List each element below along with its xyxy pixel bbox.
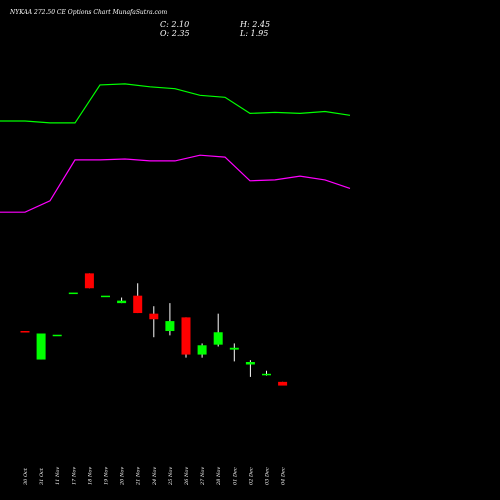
x-tick-label: 21 Nov — [136, 467, 142, 486]
x-tick-label: 17 Nov — [71, 467, 77, 485]
chart-title: NYKAA 272.50 CE Options Chart MunafaSutr… — [9, 9, 168, 16]
candle-body — [278, 381, 288, 386]
candle-body — [245, 362, 255, 365]
x-tick-label: 04 Dec — [281, 467, 287, 485]
open-label: O: 2.35 — [160, 29, 190, 38]
candle-20-nov — [117, 297, 127, 304]
candle-body — [229, 347, 239, 350]
candle-04-dec — [278, 381, 288, 386]
candle-body — [20, 331, 30, 333]
candle-28-nov — [213, 313, 223, 347]
candle-17-nov — [68, 292, 78, 295]
candle-body — [213, 332, 223, 345]
indicator-line-1 — [0, 83, 351, 124]
x-tick-label: 26 Nov — [184, 467, 190, 486]
candle-body — [165, 321, 175, 332]
high-label: H: 2.45 — [239, 20, 270, 29]
x-tick-label: 03 Dec — [265, 467, 271, 485]
candle-body — [84, 273, 94, 289]
candle-body — [36, 333, 46, 360]
candles — [20, 273, 288, 386]
x-tick-label: 25 Nov — [168, 467, 174, 486]
indicator-line-2 — [0, 154, 351, 213]
candle-body — [117, 300, 127, 304]
x-tick-label: 20 Nov — [120, 467, 126, 486]
candle-30-oct — [20, 331, 30, 333]
candle-body — [197, 345, 207, 355]
indicator-lines — [0, 83, 351, 213]
x-tick-label: 01 Dec — [232, 467, 238, 485]
candle-19-nov — [101, 295, 110, 298]
candle-18-nov — [84, 273, 94, 289]
candle-03-dec — [262, 370, 271, 376]
x-tick-label: 19 Nov — [104, 467, 110, 485]
candle-body — [149, 313, 159, 320]
candle-body — [52, 334, 62, 337]
x-tick-label: 28 Nov — [216, 467, 222, 486]
candle-body — [133, 295, 143, 314]
x-tick-label: 27 Nov — [200, 467, 206, 486]
candle-02-dec — [245, 360, 255, 377]
candle-26-nov — [181, 317, 191, 358]
candle-01-dec — [229, 343, 239, 362]
candle-body — [101, 295, 110, 298]
x-tick-label: 24 Nov — [152, 467, 158, 486]
close-label: C: 2.10 — [160, 20, 189, 29]
x-tick-label: 11 Nov — [55, 467, 61, 485]
x-tick-label: 30 Oct — [23, 467, 29, 485]
candle-31-oct — [36, 333, 46, 360]
candle-21-nov — [133, 283, 143, 314]
x-axis-ticks: 30 Oct 31 Oct 11 Nov 17 Nov 18 Nov 19 Nov 20 N… — [23, 467, 287, 486]
candle-body — [181, 317, 191, 355]
x-tick-label: 18 Nov — [87, 467, 93, 485]
candle-24-nov — [149, 306, 159, 338]
low-label: L: 1.95 — [239, 29, 268, 38]
candle-27-nov — [197, 343, 207, 358]
candle-body — [68, 292, 78, 295]
candle-11-nov — [52, 334, 62, 337]
x-tick-label: 31 Oct — [39, 467, 45, 485]
candle-25-nov — [165, 303, 175, 336]
candle-body — [262, 373, 271, 376]
x-tick-label: 02 Dec — [248, 467, 254, 485]
